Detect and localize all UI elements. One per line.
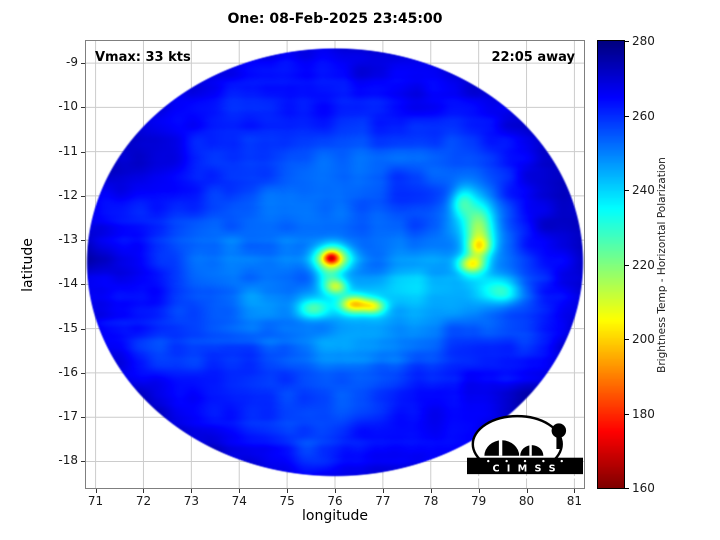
observatory-dome-small-icon (520, 445, 544, 456)
x-tick-mark (430, 489, 432, 493)
x-tick-mark (526, 489, 528, 493)
x-tick-label: 73 (183, 494, 199, 508)
plot-area: Vmax: 33 kts 22:05 away C I M S S (85, 40, 585, 489)
x-tick-label: 76 (327, 494, 343, 508)
y-tick-label: -17 (58, 409, 78, 424)
colorbar-tick-mark (625, 41, 629, 42)
y-axis-label: latitude (20, 237, 36, 292)
cimss-logo: C I M S S (467, 414, 583, 479)
x-tick-mark (95, 489, 97, 493)
colorbar-tick-label: 220 (632, 257, 655, 272)
colorbar-tick-mark (625, 339, 629, 340)
colorbar-tick-label: 280 (632, 34, 655, 48)
colorbar-tick-mark (625, 488, 629, 489)
x-tick-mark (574, 489, 576, 493)
colorbar-tick-label: 240 (632, 183, 655, 197)
x-tick-label: 71 (87, 494, 104, 508)
colorbar-tick-mark (625, 190, 629, 191)
banner-dot (505, 459, 508, 463)
x-tick-mark (335, 489, 336, 493)
colorbar-tick-mark (625, 264, 629, 266)
dome-slit (498, 439, 503, 456)
logo-underline (470, 476, 580, 479)
y-tick-mark (81, 240, 85, 242)
obs-time-annotation: 22:05 away (491, 50, 575, 65)
x-tick-label: 74 (231, 494, 247, 508)
colorbar-tick-mark (625, 413, 629, 415)
y-tick-mark (81, 63, 85, 65)
banner-dot (487, 459, 490, 463)
water-tower-stem (556, 435, 562, 449)
y-tick-mark (81, 107, 85, 109)
x-tick-mark (143, 489, 145, 493)
banner-dot (542, 459, 545, 463)
colorbar-tick-label: 260 (632, 108, 655, 123)
x-tick-mark (478, 489, 480, 493)
y-tick-mark (81, 372, 85, 374)
x-tick-label: 81 (566, 494, 583, 508)
cimss-logo-text: C I M S S (492, 464, 557, 475)
y-tick-mark (81, 461, 85, 463)
y-tick-mark (81, 195, 85, 197)
x-tick-label: 80 (518, 494, 535, 508)
logo-banner (467, 457, 583, 475)
colorbar-tick-label: 160 (632, 481, 655, 495)
y-tick-mark (81, 284, 85, 286)
x-tick-mark (239, 489, 241, 493)
x-tick-label: 75 (279, 494, 295, 508)
y-tick-label: -18 (58, 453, 78, 468)
x-tick-mark (382, 489, 384, 493)
dome-slit-2 (529, 444, 532, 456)
y-tick-label: -15 (58, 320, 78, 335)
x-tick-label: 72 (135, 494, 152, 508)
y-tick-label: -12 (58, 187, 78, 202)
brightness-temp-heatmap (86, 41, 584, 488)
y-tick-mark (81, 417, 85, 419)
y-axis-label-wrap: latitude (16, 40, 40, 489)
y-tick-label: -13 (58, 232, 78, 247)
chart-title: One: 08-Feb-2025 23:45:00 (227, 11, 443, 27)
y-tick-mark (81, 328, 85, 330)
colorbar-tick-label: 200 (632, 332, 655, 346)
y-tick-label: -11 (58, 143, 78, 158)
banner-dot (560, 459, 563, 463)
x-tick-mark (287, 489, 289, 493)
colorbar-tick-label: 180 (632, 406, 655, 421)
banner-dot (523, 459, 527, 463)
y-tick-label: -10 (58, 99, 78, 114)
x-axis-label: longitude (302, 508, 368, 524)
water-tower-icon (551, 423, 567, 438)
x-tick-label: 77 (375, 494, 391, 508)
y-tick-label: -16 (58, 364, 78, 379)
colorbar-gradient (598, 41, 624, 488)
y-tick-label: -14 (58, 276, 78, 291)
x-tick-label: 78 (423, 494, 439, 508)
y-tick-label: -9 (66, 55, 78, 70)
y-tick-mark (81, 151, 85, 153)
colorbar (597, 40, 625, 489)
x-tick-mark (191, 489, 193, 493)
vmax-annotation: Vmax: 33 kts (95, 50, 191, 65)
colorbar-tick-mark (625, 115, 629, 117)
x-tick-label: 79 (471, 494, 487, 508)
